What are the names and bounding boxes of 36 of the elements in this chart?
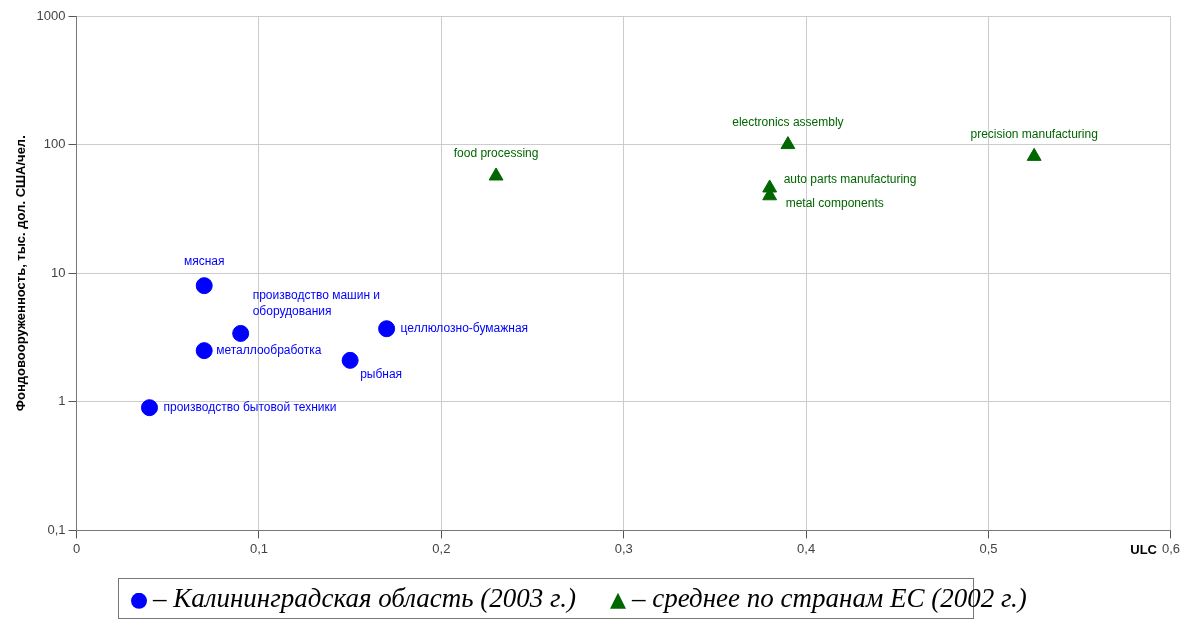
y-axis-title: Фондовооруженность, тыс. дол. США/чел. [13,135,29,412]
annotation: precision manufacturing [970,126,1098,141]
annotation: производство бытовой техники [163,400,337,414]
x-axis-title: ULC [1130,542,1158,558]
point [195,342,213,360]
point [140,399,158,417]
y-tick-label: 1 [58,393,66,409]
point [232,324,250,342]
x-tick-label: 0,3 [614,540,633,556]
annotation: металлообработка [216,342,322,357]
annotation: рыбная [360,366,403,381]
x-tick-label: 0,2 [432,540,451,556]
point [195,277,213,295]
y-tick-label: 100 [43,136,66,152]
x-tick-label: 0,6 [1161,540,1180,556]
annotation: мясная [183,253,225,268]
x-tick-label: 0,5 [979,540,998,556]
point [378,320,396,338]
annotation: целлюлозно-бумажная [400,321,529,336]
annotation: auto parts manufacturing [783,172,917,187]
annotation: electronics assembly [732,114,844,129]
annotation: food processing [453,146,539,161]
y-tick-label: 0,1 [47,521,66,537]
y-tick-label: 1000 [36,7,66,23]
x-tick-label: 0 [72,540,81,556]
annotation: metal components [785,196,884,211]
y-tick-label: 10 [51,264,66,280]
point [1026,147,1042,161]
point [341,351,359,369]
x-tick-label: 0,4 [797,540,816,556]
legend-label: – Калининградская область (2003 г.) [153,583,577,613]
point [780,136,796,150]
legend-label: – среднее по странам ЕС (2002 г.) [632,583,1027,613]
point [488,167,504,181]
x-tick-label: 0,1 [249,540,268,556]
annotation: производство машин и оборудования [252,287,381,318]
